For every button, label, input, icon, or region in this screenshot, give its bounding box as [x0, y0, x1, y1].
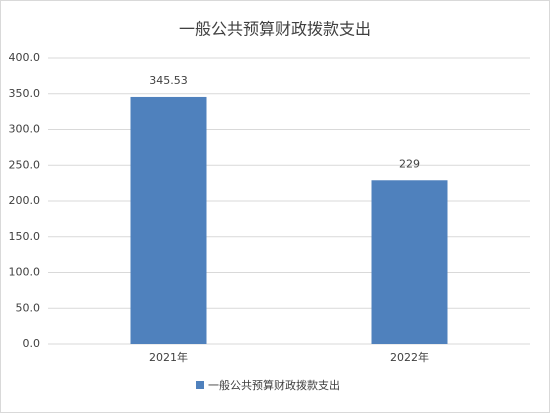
bar	[371, 180, 448, 344]
y-tick-label: 0.0	[23, 337, 41, 350]
legend-swatch	[196, 381, 204, 389]
y-tick-label: 100.0	[9, 266, 41, 279]
y-tick-label: 250.0	[9, 158, 41, 171]
data-label: 345.53	[149, 74, 188, 87]
data-label: 229	[399, 157, 420, 170]
y-tick-label: 200.0	[9, 194, 41, 207]
y-tick-label: 400.0	[9, 51, 41, 64]
x-tick-label: 2022年	[390, 350, 429, 364]
y-tick-label: 300.0	[9, 123, 41, 136]
chart-title: 一般公共预算财政拨款支出	[179, 20, 371, 39]
y-tick-label: 50.0	[16, 301, 41, 314]
x-tick-label: 2021年	[149, 350, 188, 364]
y-tick-label: 350.0	[9, 87, 41, 100]
bar	[130, 96, 207, 345]
y-tick-label: 150.0	[9, 230, 41, 243]
legend-label: 一般公共预算财政拨款支出	[208, 378, 340, 392]
